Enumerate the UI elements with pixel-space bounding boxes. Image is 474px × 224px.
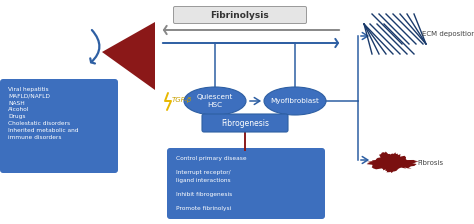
Text: ECM deposition: ECM deposition bbox=[422, 31, 474, 37]
Text: TGF-β: TGF-β bbox=[172, 97, 192, 103]
FancyBboxPatch shape bbox=[167, 148, 325, 219]
Polygon shape bbox=[367, 151, 419, 173]
FancyBboxPatch shape bbox=[0, 79, 118, 173]
Text: Fibrinolysis: Fibrinolysis bbox=[210, 11, 269, 19]
Text: Fibrosis: Fibrosis bbox=[417, 160, 443, 166]
Ellipse shape bbox=[264, 87, 326, 115]
FancyBboxPatch shape bbox=[202, 114, 288, 132]
FancyBboxPatch shape bbox=[173, 6, 307, 24]
Text: Fibrogenesis: Fibrogenesis bbox=[221, 118, 269, 127]
Ellipse shape bbox=[184, 87, 246, 115]
Text: Control primary disease

Interrupt receptor/
ligand interactions

Inhibit fibrog: Control primary disease Interrupt recept… bbox=[176, 156, 246, 211]
Text: Quiescent
HSC: Quiescent HSC bbox=[197, 94, 233, 108]
Polygon shape bbox=[102, 22, 155, 90]
Text: Viral hepatitis
MAFLD/NAFLD
NASH
Alcohol
Drugs
Cholestatic disorders
Inherited m: Viral hepatitis MAFLD/NAFLD NASH Alcohol… bbox=[8, 87, 79, 140]
Text: Myofibroblast: Myofibroblast bbox=[271, 98, 319, 104]
